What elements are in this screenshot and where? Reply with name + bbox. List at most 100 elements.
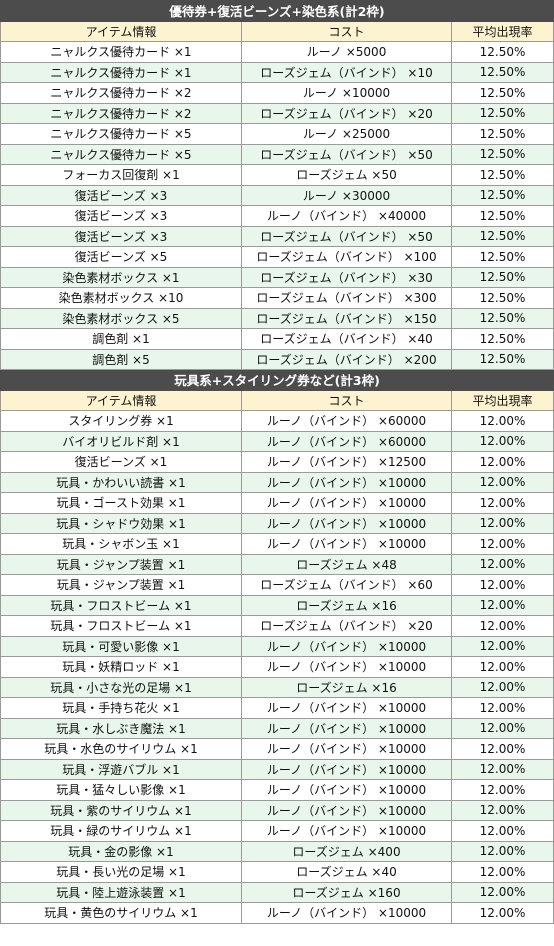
cost-cell: ルーノ（バインド） ×60000 [241, 430, 452, 452]
cost-cell: ルーノ（バインド） ×12500 [241, 451, 452, 473]
cost-cell: ローズジェム（バインド） ×60 [241, 574, 452, 596]
cost-cell: ルーノ（バインド） ×10000 [241, 471, 452, 493]
cost-cell: ルーノ ×5000 [241, 41, 452, 63]
rate-cell: 12.50% [450, 102, 554, 124]
cost-cell: ローズジェム（バインド） ×200 [241, 348, 452, 370]
item-name-cell: 玩具・水色のサイリウム ×1 [0, 738, 242, 760]
item-name-cell: 玩具・手持ち花火 ×1 [0, 697, 242, 719]
rate-cell: 12.00% [450, 738, 554, 760]
item-name-cell: ニャルクス優待カード ×1 [0, 41, 242, 63]
rate-cell: 12.00% [450, 799, 554, 821]
item-name-cell: 玩具・紫のサイリウム ×1 [0, 799, 242, 821]
cost-cell: ローズジェム（バインド） ×150 [241, 307, 452, 329]
table-row: 玩具・フロストビーム ×1 ローズジェム（バインド） ×20 12.00% [0, 615, 554, 637]
table-row: 染色素材ボックス ×1 ローズジェム（バインド） ×30 12.50% [0, 266, 554, 288]
table-row: 玩具・陸上遊泳装置 ×1 ローズジェム ×160 12.00% [0, 881, 554, 903]
cost-cell: ルーノ ×25000 [241, 123, 452, 145]
item-name-cell: 復活ビーンズ ×1 [0, 451, 242, 473]
table-row: 復活ビーンズ ×5 ローズジェム（バインド） ×100 12.50% [0, 246, 554, 268]
column-header: 平均出現率 [450, 389, 554, 411]
item-name-cell: 玩具・可愛い影像 ×1 [0, 635, 242, 657]
rate-cell: 12.50% [450, 205, 554, 227]
column-header: アイテム情報 [0, 389, 242, 411]
cost-cell: ルーノ（バインド） ×10000 [241, 533, 452, 555]
table-row: 玩具・金の影像 ×1 ローズジェム ×400 12.00% [0, 840, 554, 862]
table-row: 玩具・緑のサイリウム ×1 ルーノ（バインド） ×10000 12.00% [0, 820, 554, 842]
section-title: 優待券+復活ビーンズ+染色系(計2枠) [0, 0, 554, 22]
rate-cell: 12.00% [450, 779, 554, 801]
table-row: ニャルクス優待カード ×5 ローズジェム（バインド） ×50 12.50% [0, 143, 554, 165]
cost-cell: ローズジェム ×50 [241, 164, 452, 186]
cost-cell: ローズジェム（バインド） ×20 [241, 615, 452, 637]
cost-cell: ルーノ（バインド） ×10000 [241, 697, 452, 719]
cost-cell: ローズジェム（バインド） ×10 [241, 61, 452, 83]
cost-cell: ルーノ（バインド） ×10000 [241, 492, 452, 514]
table-row: バイオリビルド剤 ×1 ルーノ（バインド） ×60000 12.00% [0, 430, 554, 452]
item-name-cell: ニャルクス優待カード ×2 [0, 82, 242, 104]
table-row: ニャルクス優待カード ×2 ルーノ ×10000 12.50% [0, 82, 554, 104]
item-name-cell: 復活ビーンズ ×5 [0, 246, 242, 268]
table-row: 復活ビーンズ ×3 ルーノ ×30000 12.50% [0, 184, 554, 206]
table-row: 調色剤 ×1 ローズジェム（バインド） ×40 12.50% [0, 328, 554, 350]
cost-cell: ローズジェム（バインド） ×50 [241, 143, 452, 165]
section-title: 玩具系+スタイリング券など(計3枠) [0, 369, 554, 391]
table-row: 復活ビーンズ ×1 ルーノ（バインド） ×12500 12.00% [0, 451, 554, 473]
rate-cell: 12.50% [450, 41, 554, 63]
cost-cell: ローズジェム ×400 [241, 840, 452, 862]
item-name-cell: 玩具・金の影像 ×1 [0, 840, 242, 862]
table-row: 調色剤 ×5 ローズジェム（バインド） ×200 12.50% [0, 348, 554, 370]
cost-cell: ルーノ（バインド） ×10000 [241, 779, 452, 801]
rate-cell: 12.00% [450, 820, 554, 842]
cost-cell: ローズジェム ×16 [241, 594, 452, 616]
rate-cell: 12.00% [450, 594, 554, 616]
rate-cell: 12.00% [450, 492, 554, 514]
table-row: 玩具・フロストビーム ×1 ローズジェム ×16 12.00% [0, 594, 554, 616]
cost-cell: ルーノ（バインド） ×10000 [241, 717, 452, 739]
rate-cell: 12.00% [450, 840, 554, 862]
item-name-cell: 調色剤 ×5 [0, 348, 242, 370]
cost-cell: ルーノ（バインド） ×10000 [241, 738, 452, 760]
table-row: 玩具・浮遊バブル ×1 ルーノ（バインド） ×10000 12.00% [0, 758, 554, 780]
table-row: 玩具・妖精ロッド ×1 ルーノ（バインド） ×10000 12.00% [0, 656, 554, 678]
cost-cell: ローズジェム（バインド） ×30 [241, 266, 452, 288]
item-name-cell: 染色素材ボックス ×1 [0, 266, 242, 288]
item-name-cell: 染色素材ボックス ×10 [0, 287, 242, 309]
rate-cell: 12.50% [450, 225, 554, 247]
rate-cell: 12.00% [450, 410, 554, 432]
item-name-cell: ニャルクス優待カード ×5 [0, 143, 242, 165]
cost-cell: ルーノ（バインド） ×10000 [241, 635, 452, 657]
table-row: 玩具・猛々しい影像 ×1 ルーノ（バインド） ×10000 12.00% [0, 779, 554, 801]
rate-cell: 12.00% [450, 615, 554, 637]
item-name-cell: 玩具・緑のサイリウム ×1 [0, 820, 242, 842]
item-name-cell: 玩具・浮遊バブル ×1 [0, 758, 242, 780]
item-name-cell: ニャルクス優待カード ×1 [0, 61, 242, 83]
table-row: ニャルクス優待カード ×5 ルーノ ×25000 12.50% [0, 123, 554, 145]
table-row: 玩具・シャドウ効果 ×1 ルーノ（バインド） ×10000 12.00% [0, 512, 554, 534]
table-row: 玩具・水しぶき魔法 ×1 ルーノ（バインド） ×10000 12.00% [0, 717, 554, 739]
column-header: 平均出現率 [450, 20, 554, 42]
item-name-cell: ニャルクス優待カード ×5 [0, 123, 242, 145]
table-row: フォーカス回復剤 ×1 ローズジェム ×50 12.50% [0, 164, 554, 186]
column-header-row: アイテム情報 コスト 平均出現率 [0, 20, 554, 42]
rate-cell: 12.00% [450, 430, 554, 452]
table-row: 玩具・黄色のサイリウム ×1 ルーノ（バインド） ×10000 12.00% [0, 902, 554, 924]
cost-cell: ルーノ（バインド） ×10000 [241, 799, 452, 821]
column-header: コスト [241, 389, 452, 411]
cost-cell: ローズジェム（バインド） ×100 [241, 246, 452, 268]
cost-cell: ルーノ（バインド） ×10000 [241, 902, 452, 924]
section-header: 優待券+復活ビーンズ+染色系(計2枠) [0, 0, 554, 22]
table-row: 玩具・小さな光の足場 ×1 ローズジェム ×16 12.00% [0, 676, 554, 698]
item-name-cell: バイオリビルド剤 ×1 [0, 430, 242, 452]
rate-cell: 12.00% [450, 574, 554, 596]
rate-cell: 12.50% [450, 82, 554, 104]
rate-cell: 12.50% [450, 328, 554, 350]
cost-cell: ローズジェム（バインド） ×300 [241, 287, 452, 309]
item-name-cell: 玩具・陸上遊泳装置 ×1 [0, 881, 242, 903]
rate-cell: 12.00% [450, 861, 554, 883]
cost-cell: ルーノ（バインド） ×10000 [241, 656, 452, 678]
table-row: 復活ビーンズ ×3 ルーノ（バインド） ×40000 12.50% [0, 205, 554, 227]
item-name-cell: 玩具・シャドウ効果 ×1 [0, 512, 242, 534]
item-name-cell: 玩具・黄色のサイリウム ×1 [0, 902, 242, 924]
cost-cell: ルーノ（バインド） ×10000 [241, 758, 452, 780]
table-row: 玩具・紫のサイリウム ×1 ルーノ（バインド） ×10000 12.00% [0, 799, 554, 821]
